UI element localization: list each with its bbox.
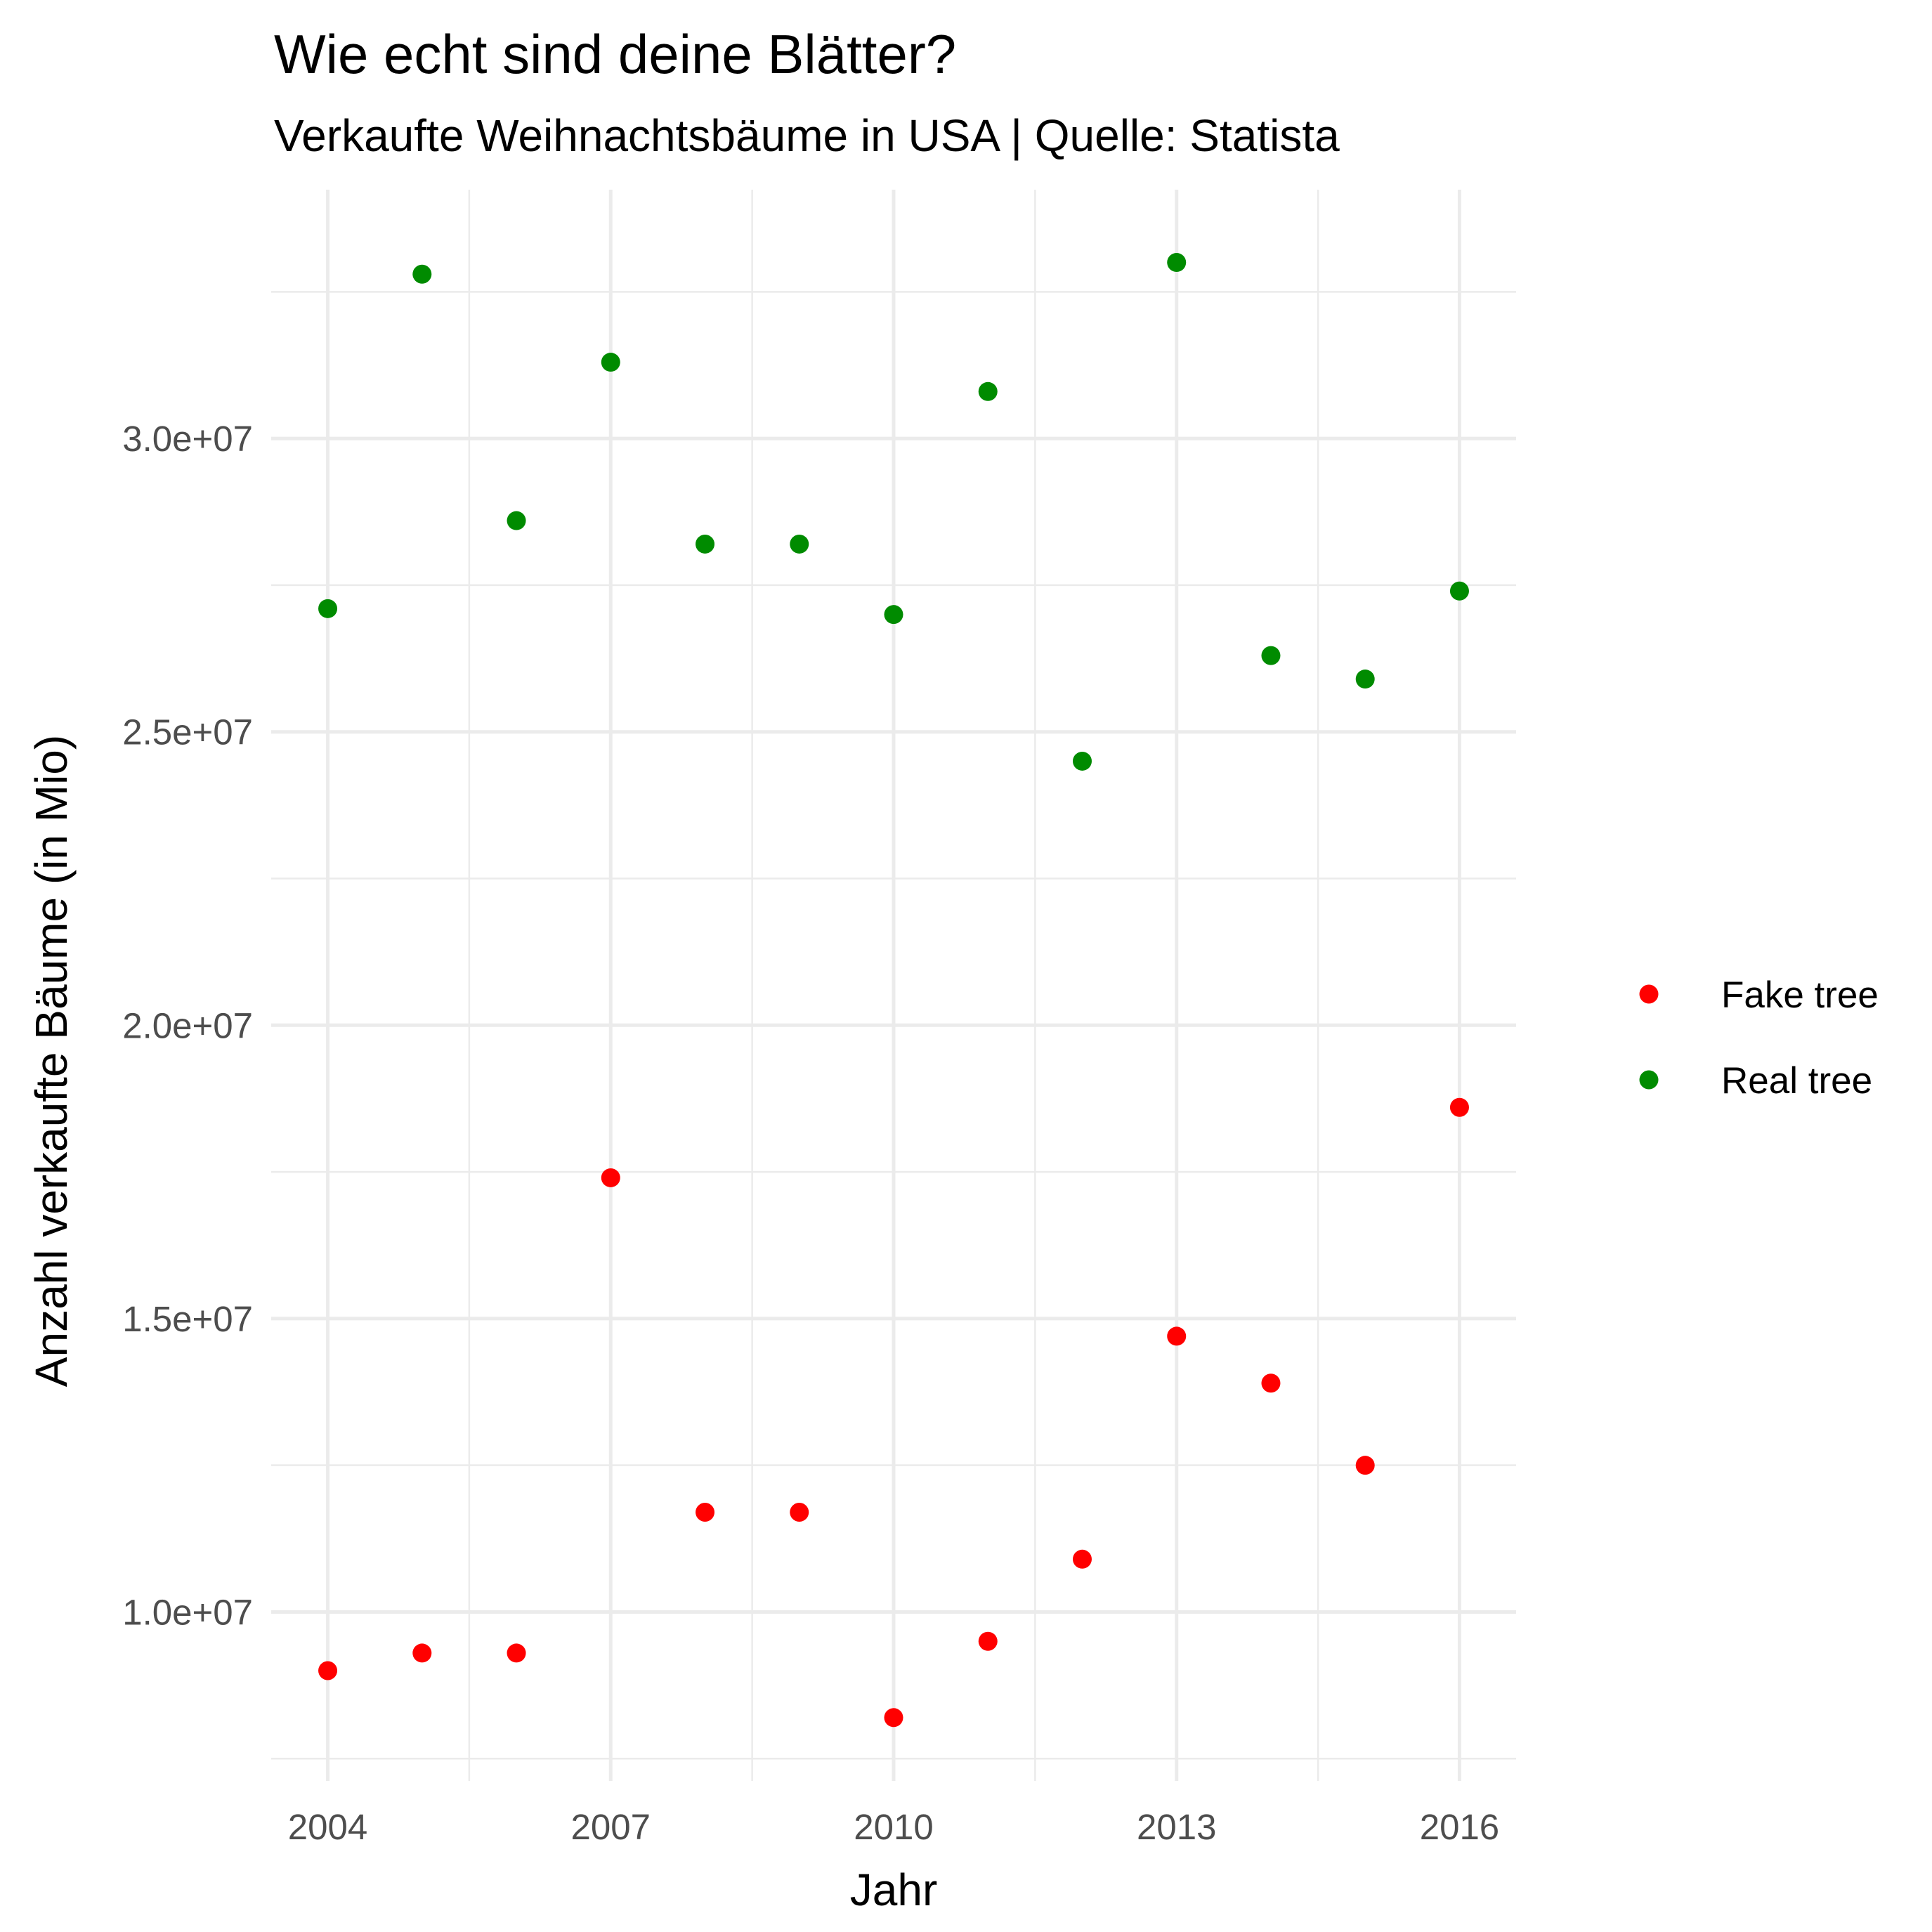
fake-tree-point	[978, 1631, 998, 1651]
y-tick-label: 2.5e+07	[122, 712, 253, 752]
x-tick-label: 2010	[854, 1807, 933, 1847]
real-tree-point	[1167, 253, 1187, 273]
grid	[271, 190, 1516, 1781]
real-tree-point	[1355, 670, 1375, 689]
legend-label-fake-tree: Fake tree	[1721, 974, 1879, 1016]
fake-tree-point	[1355, 1456, 1375, 1475]
real-tree-point	[412, 264, 432, 284]
fake-tree-point	[1167, 1326, 1187, 1346]
fake-tree-point	[1261, 1373, 1281, 1393]
fake-tree-point	[507, 1643, 526, 1663]
fake-tree-point	[696, 1502, 715, 1522]
legend-key-fake-tree	[1639, 984, 1659, 1004]
fake-tree-point	[1072, 1549, 1092, 1569]
fake-tree-point	[1449, 1097, 1469, 1117]
real-tree-point	[696, 534, 715, 554]
y-tick-label: 1.5e+07	[122, 1299, 253, 1339]
legend-label-real-tree: Real tree	[1721, 1060, 1872, 1102]
real-tree-point	[884, 605, 903, 625]
real-tree-point	[790, 534, 809, 554]
data-points	[318, 253, 1469, 1728]
legend: Fake tree Real tree	[1639, 974, 1879, 1102]
x-tick-label: 2016	[1420, 1807, 1499, 1847]
x-tick-label: 2013	[1137, 1807, 1216, 1847]
fake-tree-point	[884, 1708, 903, 1728]
real-tree-point	[601, 353, 620, 372]
real-tree-point	[978, 381, 998, 401]
fake-tree-point	[412, 1643, 432, 1663]
fake-tree-point	[790, 1502, 809, 1522]
x-tick-label: 2004	[288, 1807, 367, 1847]
x-axis-title: Jahr	[850, 1865, 938, 1915]
real-tree-point	[1449, 581, 1469, 601]
fake-tree-point	[318, 1661, 338, 1680]
legend-key-real-tree	[1639, 1070, 1659, 1090]
y-tick-label: 3.0e+07	[122, 419, 253, 459]
fake-tree-point	[601, 1168, 620, 1187]
y-tick-label: 1.0e+07	[122, 1592, 253, 1632]
axes: 2004 2007 2010 2013 2016 1.0e+07 1.5e+07 2.0e+0…	[122, 419, 1499, 1847]
real-tree-point	[1261, 646, 1281, 665]
y-tick-label: 2.0e+07	[122, 1005, 253, 1045]
chart-subtitle: Verkaufte Weihnachtsbäume in USA | Quell…	[274, 110, 1340, 161]
real-tree-point	[318, 599, 338, 618]
y-axis-title: Anzahl verkaufte Bäume (in Mio)	[26, 735, 77, 1387]
chart-title: Wie echt sind deine Blätter?	[274, 23, 956, 85]
real-tree-point	[1072, 751, 1092, 771]
real-tree-point	[507, 511, 526, 530]
x-tick-label: 2007	[571, 1807, 651, 1847]
